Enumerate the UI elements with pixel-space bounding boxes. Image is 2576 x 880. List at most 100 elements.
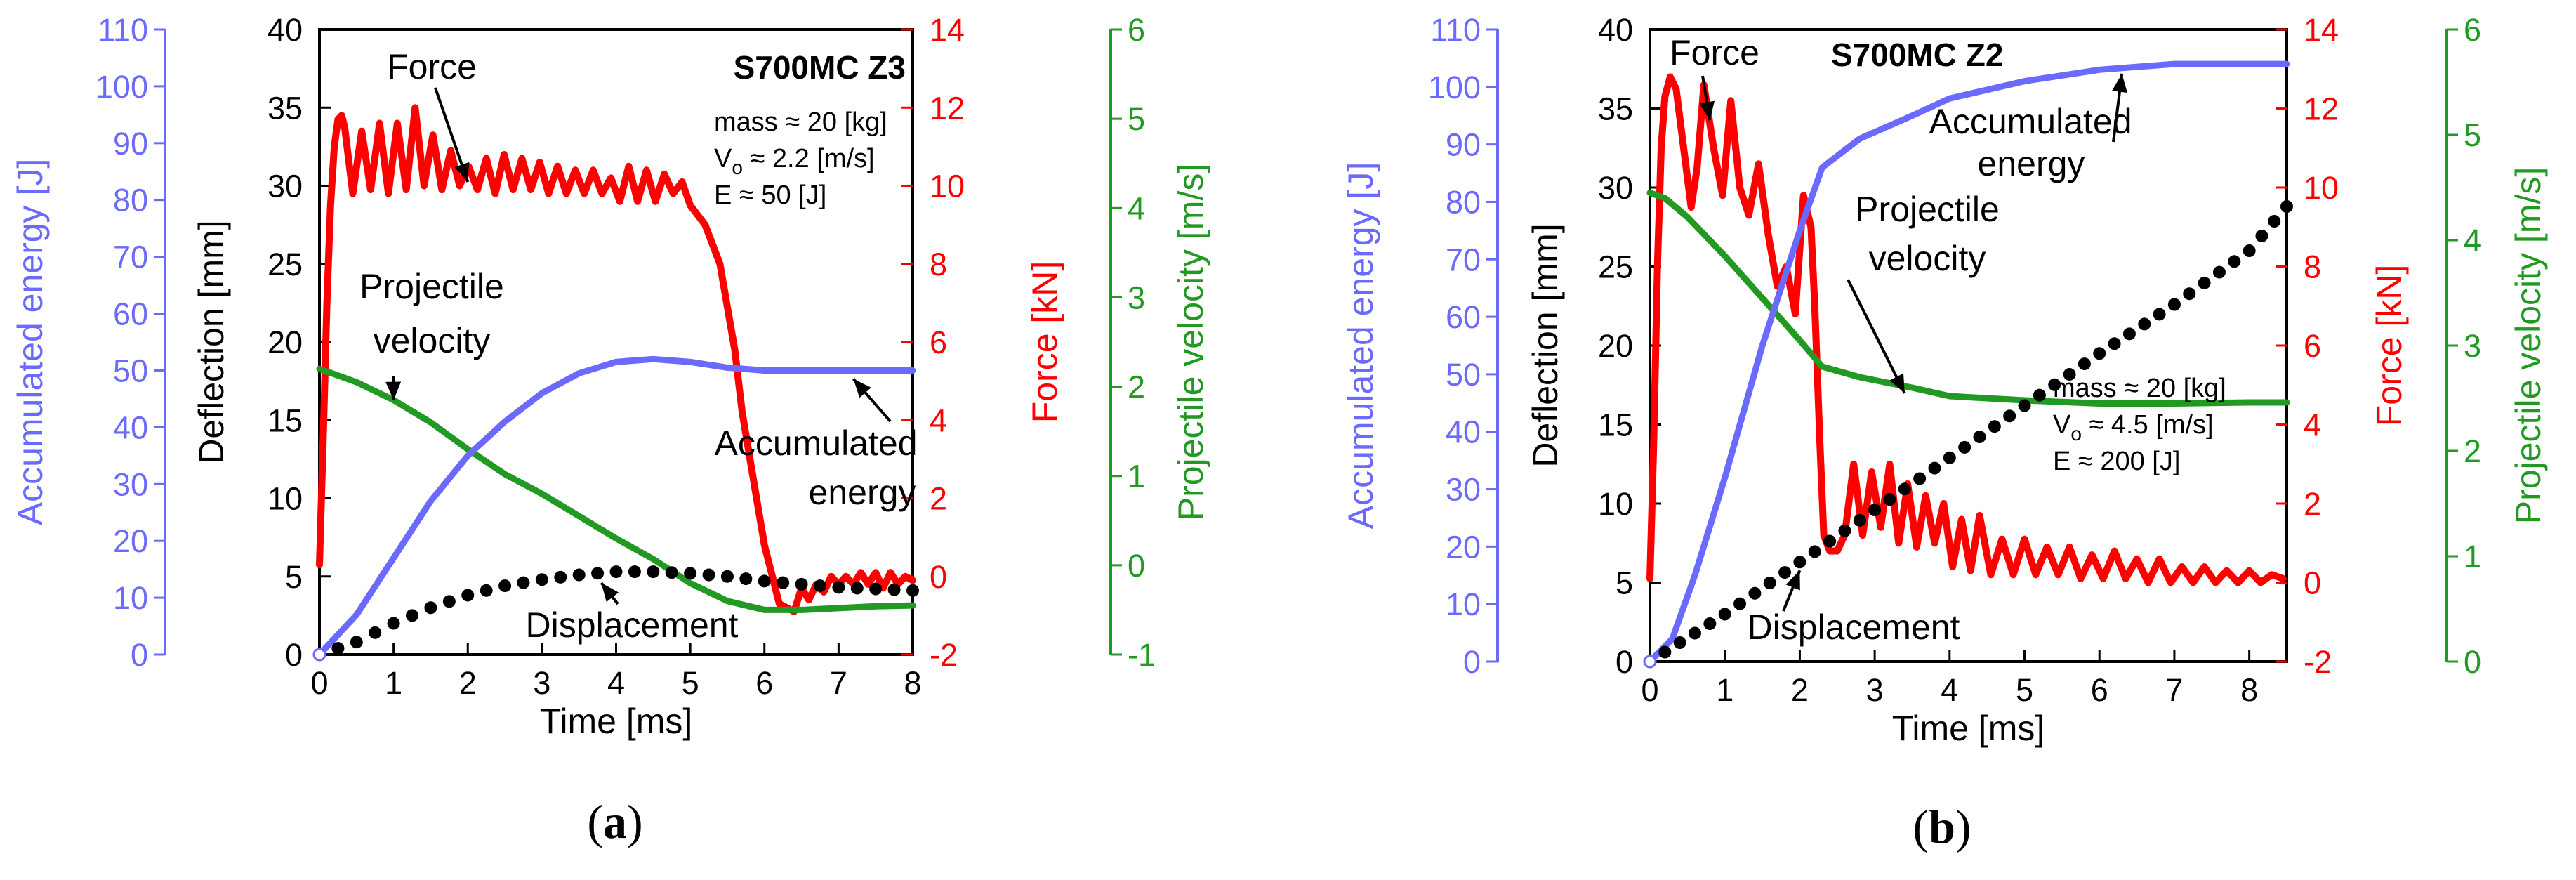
panel-b-force-tick-label: 4 bbox=[2304, 407, 2321, 443]
panel-a-x-tick-label: 7 bbox=[830, 665, 847, 701]
panel-b-displacement-point bbox=[1793, 556, 1806, 569]
panel-b-force-tick-label: 0 bbox=[2304, 565, 2321, 601]
panel-a-velocity-symbol: V bbox=[714, 144, 732, 173]
panel-a-energy-label-line1: Accumulated bbox=[714, 423, 917, 463]
panel-a-displacement-point bbox=[702, 568, 715, 582]
panel-a-displacement-point bbox=[795, 577, 808, 591]
panel-b-deflection-tick-label: 25 bbox=[1598, 249, 1633, 285]
panel-b-deflection-tick-label: 5 bbox=[1616, 565, 1633, 601]
panel-a-displacement-point bbox=[498, 579, 512, 593]
panel-a-displacement-point bbox=[684, 567, 697, 580]
panel-b-x-tick-label: 5 bbox=[2016, 672, 2033, 708]
panel-b-energy-tick-label: 80 bbox=[1446, 184, 1481, 220]
panel-a-displacement-point bbox=[517, 576, 530, 589]
panel-b-displacement-point bbox=[1883, 493, 1896, 506]
panel-a-arrow-head bbox=[601, 582, 619, 603]
panel-a-displacement-point bbox=[554, 570, 567, 584]
panel-a-displacement-point bbox=[591, 567, 605, 580]
panel-a-displacement-point bbox=[832, 581, 845, 594]
panel-b-displacement-point bbox=[1658, 645, 1672, 659]
panel-a-x-tick-label: 2 bbox=[459, 665, 477, 701]
panel-a-force-tick-label: 0 bbox=[930, 559, 947, 595]
panel-a-force-label: Force bbox=[387, 47, 477, 86]
panel-a-x-tick-label: 5 bbox=[682, 665, 699, 701]
panel-b-displacement-point bbox=[2243, 244, 2256, 257]
panel-a-force-tick-label: 2 bbox=[930, 481, 947, 517]
panel-b-energy-tick-label: 100 bbox=[1428, 70, 1481, 105]
panel-b-displacement-point bbox=[1763, 576, 1776, 589]
panel-b-energy-tick-label: 40 bbox=[1446, 414, 1481, 450]
panel-b-displacement-point bbox=[1748, 586, 1762, 600]
panel-b-mass-text: mass ≈ 20 [kg] bbox=[2053, 374, 2226, 403]
panel-b-displacement-point bbox=[2078, 357, 2091, 371]
panel-b-displacement-point bbox=[2183, 287, 2196, 301]
panel-b-force-axis-label: Force [kN] bbox=[2370, 265, 2409, 427]
panel-b-deflection-tick-label: 35 bbox=[1598, 91, 1633, 127]
panel-b-velocity-tick-label: 6 bbox=[2464, 12, 2481, 48]
panel-a-energy-tick-label: 100 bbox=[95, 69, 148, 105]
panel-a-velocity-axis-label: Projectile velocity [m/s] bbox=[1171, 164, 1210, 520]
panel-a-arrow-head bbox=[385, 381, 402, 400]
panel-b-displacement-point bbox=[1838, 524, 1851, 537]
panel-b-force-tick-label: 6 bbox=[2304, 328, 2321, 364]
panel-a-deflection-tick-label: 20 bbox=[267, 324, 303, 360]
panel-a-deflection-axis-label: Deflection [mm] bbox=[192, 220, 231, 464]
panel-a-energy-tick-label: 10 bbox=[113, 580, 148, 616]
panel-b-displacement-point bbox=[1808, 545, 1821, 558]
panel-a-displacement-point bbox=[813, 579, 826, 593]
panel-b-force-label: Force bbox=[1670, 33, 1759, 72]
panel-b-deflection-tick-label: 20 bbox=[1598, 328, 1633, 364]
panel-b-caption-close: ) bbox=[1955, 800, 1971, 853]
panel-a-x-tick-label: 3 bbox=[533, 665, 550, 701]
panel-a-displacement-point bbox=[739, 572, 753, 586]
panel-a-displacement-point bbox=[758, 574, 771, 588]
panel-a-velocity-subscript: o bbox=[732, 157, 743, 178]
panel-b-deflection-axis-label: Deflection [mm] bbox=[1526, 223, 1565, 467]
panel-b-x-tick-label: 4 bbox=[1941, 672, 1958, 708]
panel-b-velocity-axis-label: Projectile velocity [m/s] bbox=[2509, 167, 2548, 524]
panel-a-caption: (a) bbox=[587, 795, 642, 848]
panel-b-velocity-tick-label: 1 bbox=[2464, 539, 2481, 574]
panel-b-velocity-tick-label: 2 bbox=[2464, 433, 2481, 469]
panel-b-displacement-point bbox=[1973, 431, 1986, 444]
panel-b-energy-text: E ≈ 200 [J] bbox=[2053, 447, 2180, 476]
panel-b-displacement-point bbox=[2093, 347, 2106, 360]
panel-a-velocity-tick-label: 0 bbox=[1128, 548, 1145, 584]
panel-a-caption-letter: a bbox=[603, 795, 627, 848]
panel-b-velocity-subscript: o bbox=[2070, 423, 2082, 445]
panel-b-displacement-point bbox=[1928, 461, 1941, 475]
panel-b-displacement-series bbox=[1644, 200, 2293, 668]
panel-b-arrow-head bbox=[1785, 570, 1800, 591]
panel-a-energy-tick-label: 0 bbox=[131, 637, 148, 673]
panel-a-displacement-point bbox=[609, 565, 623, 579]
panel-a-velocity-tick-label: 5 bbox=[1128, 101, 1145, 137]
panel-b-origin-marker bbox=[1643, 655, 1657, 669]
panel-a-force-tick-label: -2 bbox=[930, 637, 958, 673]
panel-b-force-tick-label: 10 bbox=[2304, 170, 2339, 206]
panel-a-displacement-point bbox=[442, 595, 456, 608]
panel-a-displacement-point bbox=[572, 568, 586, 582]
panel-a-mass-text: mass ≈ 20 [kg] bbox=[714, 107, 887, 137]
panel-a-displacement-point bbox=[350, 636, 363, 649]
panel-b-deflection-tick-label: 40 bbox=[1598, 12, 1633, 48]
panel-b-displacement-point bbox=[1853, 513, 1866, 527]
panel-b-energy-tick-label: 0 bbox=[1463, 644, 1481, 680]
panel-b-x-tick-label: 1 bbox=[1716, 672, 1733, 708]
panel-b-velocity-value: ≈ 4.5 [m/s] bbox=[2082, 410, 2214, 440]
panel-b-displacement-point bbox=[1718, 608, 1731, 621]
panel-a-force-tick-label: 10 bbox=[930, 169, 965, 204]
panel-a-x-tick-label: 8 bbox=[904, 665, 921, 701]
panel-a-deflection-tick-label: 10 bbox=[267, 481, 303, 517]
panel-b-energy-tick-label: 20 bbox=[1446, 529, 1481, 565]
panel-b-energy-tick-label: 70 bbox=[1446, 242, 1481, 277]
panel-b-force-tick-label: 8 bbox=[2304, 249, 2321, 285]
panel-b-force-tick-label: 2 bbox=[2304, 486, 2321, 522]
panel-a-displacement-point bbox=[665, 566, 678, 579]
panel-a-energy-tick-label: 20 bbox=[113, 523, 148, 559]
panel-b-force-tick-label: 12 bbox=[2304, 91, 2339, 127]
panel-a-x-tick-label: 6 bbox=[755, 665, 773, 701]
panel-a-velocity-tick-label: 3 bbox=[1128, 280, 1145, 315]
panel-b-displacement-point bbox=[2108, 337, 2121, 350]
